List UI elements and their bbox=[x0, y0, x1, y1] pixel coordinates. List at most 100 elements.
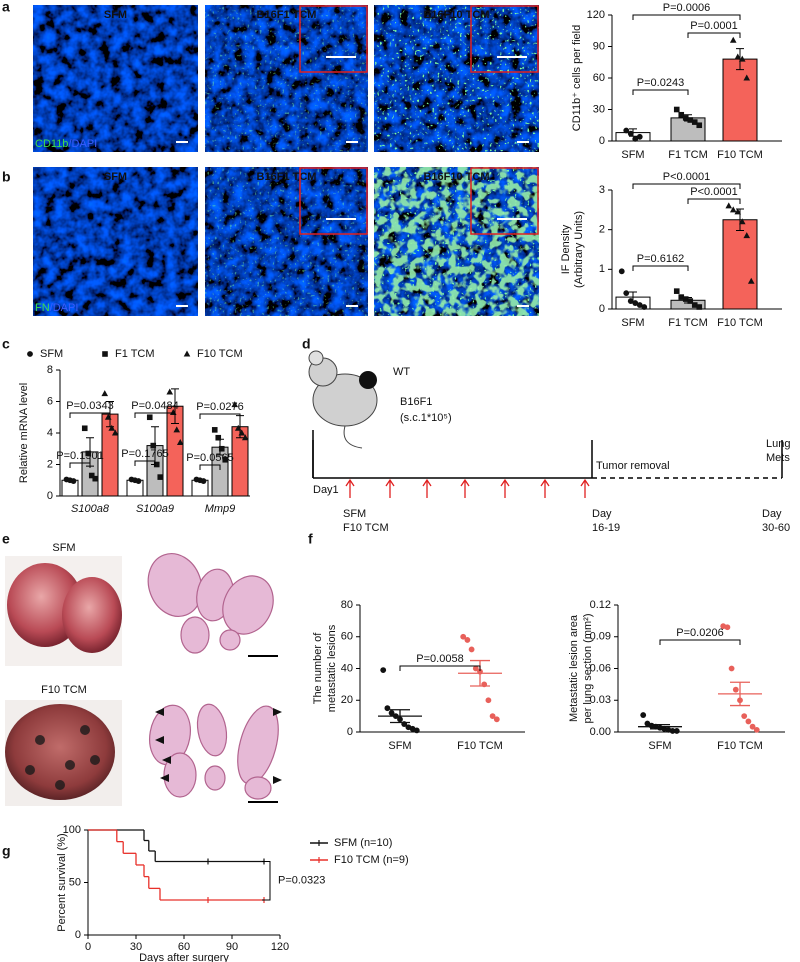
y-axis-label: metastatic lesions bbox=[326, 624, 338, 712]
injection-arrow bbox=[460, 478, 470, 498]
tissue-section bbox=[180, 616, 210, 654]
mouse-ear bbox=[308, 350, 324, 366]
metastasis bbox=[90, 755, 100, 765]
data-point bbox=[640, 712, 647, 718]
data-point bbox=[687, 117, 694, 123]
p-value: P=0.1901 bbox=[56, 450, 103, 462]
legend-marker bbox=[27, 351, 33, 357]
data-point bbox=[678, 111, 685, 118]
tissue-section bbox=[237, 705, 279, 785]
significance-bracket bbox=[632, 265, 689, 271]
data-point bbox=[632, 300, 639, 306]
d-text: 16-19 bbox=[592, 522, 620, 534]
data-point bbox=[108, 424, 116, 431]
d-text: Day1 bbox=[313, 484, 339, 496]
data-point bbox=[101, 390, 109, 397]
data-point bbox=[222, 456, 229, 463]
arrowhead bbox=[273, 708, 282, 716]
arrowhead bbox=[273, 776, 282, 784]
y-tick-label: 0.12 bbox=[590, 599, 611, 611]
x-tick-label: F10 TCM bbox=[717, 317, 763, 329]
error-bar bbox=[650, 723, 670, 730]
data-point bbox=[687, 298, 694, 304]
significance-bracket bbox=[134, 460, 156, 466]
data-point bbox=[749, 723, 756, 730]
stain-label: CD11b/DAPI bbox=[35, 138, 97, 150]
y-tick-label: 4 bbox=[47, 427, 53, 439]
y-tick-label: 2 bbox=[47, 458, 53, 470]
x-tick-label: 120 bbox=[271, 941, 289, 953]
legend-label: F1 TCM bbox=[115, 348, 155, 360]
data-point bbox=[489, 713, 496, 720]
legend-label: SFM bbox=[40, 348, 63, 360]
p-value: P<0.0001 bbox=[663, 171, 710, 183]
metastasis bbox=[25, 765, 35, 775]
y-axis-label: (Arbitrary Units) bbox=[573, 211, 585, 288]
data-point bbox=[70, 478, 77, 484]
stain-marker: FN bbox=[35, 302, 50, 314]
y-tick-label: 0.03 bbox=[590, 694, 611, 706]
y-tick-label: 20 bbox=[341, 694, 353, 706]
y-tick-label: 60 bbox=[341, 631, 353, 643]
d-text: Lung bbox=[766, 438, 790, 450]
y-axis-label: IF Density bbox=[560, 224, 572, 274]
x-axis-label: Days after surgery bbox=[139, 952, 229, 962]
e-label: SFM bbox=[52, 542, 75, 554]
error-bar bbox=[390, 709, 410, 724]
data-point bbox=[729, 206, 737, 213]
data-point bbox=[682, 115, 689, 121]
data-point bbox=[468, 646, 475, 653]
tissue-section bbox=[163, 752, 197, 798]
tissue-section bbox=[219, 629, 241, 651]
data-point bbox=[753, 726, 760, 733]
y-axis-label: per lung section (mm²) bbox=[582, 613, 594, 723]
injection-arrow bbox=[540, 478, 550, 498]
data-point bbox=[691, 302, 698, 308]
data-point bbox=[734, 208, 742, 215]
data-point bbox=[413, 727, 420, 734]
significance-bracket bbox=[69, 462, 91, 468]
legend-label: F10 TCM (n=9) bbox=[334, 854, 409, 866]
data-point bbox=[241, 434, 249, 441]
y-tick-label: 120 bbox=[587, 9, 605, 21]
d-text: 30-60 bbox=[762, 522, 790, 534]
p-value: P=0.0343 bbox=[66, 400, 113, 412]
legend-marker bbox=[183, 350, 191, 357]
x-tick-label: SFM bbox=[648, 740, 671, 752]
p-value: P=0.0484 bbox=[131, 400, 178, 412]
data-point bbox=[678, 294, 685, 300]
metastasis bbox=[35, 735, 45, 745]
x-tick-label: Mmp9 bbox=[205, 503, 236, 515]
y-tick-label: 60 bbox=[593, 72, 605, 84]
data-point bbox=[632, 136, 639, 142]
image-label: B16F1 TCM bbox=[257, 171, 317, 183]
data-point bbox=[745, 718, 752, 725]
metastasis bbox=[80, 725, 90, 735]
y-tick-label: 1 bbox=[599, 263, 605, 275]
injection-arrow bbox=[500, 478, 510, 498]
y-tick-label: 100 bbox=[63, 824, 81, 836]
data-point bbox=[673, 288, 680, 294]
y-tick-label: 0 bbox=[599, 303, 605, 315]
y-tick-label: 30 bbox=[593, 103, 605, 115]
image-label: B16F1 TCM bbox=[257, 9, 317, 21]
significance-bracket bbox=[69, 412, 111, 418]
d-text: SFM bbox=[343, 508, 366, 520]
tumor bbox=[359, 371, 377, 389]
x-tick-label: F10 TCM bbox=[717, 740, 763, 752]
signal bbox=[374, 5, 539, 152]
data-point bbox=[636, 302, 643, 308]
arrowhead bbox=[160, 774, 169, 782]
injection-arrow bbox=[345, 478, 355, 498]
data-point bbox=[732, 686, 739, 693]
data-point bbox=[176, 438, 184, 445]
signal bbox=[205, 5, 368, 152]
metastasis bbox=[65, 760, 75, 770]
bar bbox=[722, 219, 758, 310]
d-text: B16F1 bbox=[400, 396, 432, 408]
p-value: P=0.0565 bbox=[186, 452, 233, 464]
data-point bbox=[669, 728, 676, 734]
d-text: F10 TCM bbox=[343, 522, 389, 534]
significance-bracket bbox=[632, 89, 689, 95]
x-tick-label: F10 TCM bbox=[457, 740, 503, 752]
